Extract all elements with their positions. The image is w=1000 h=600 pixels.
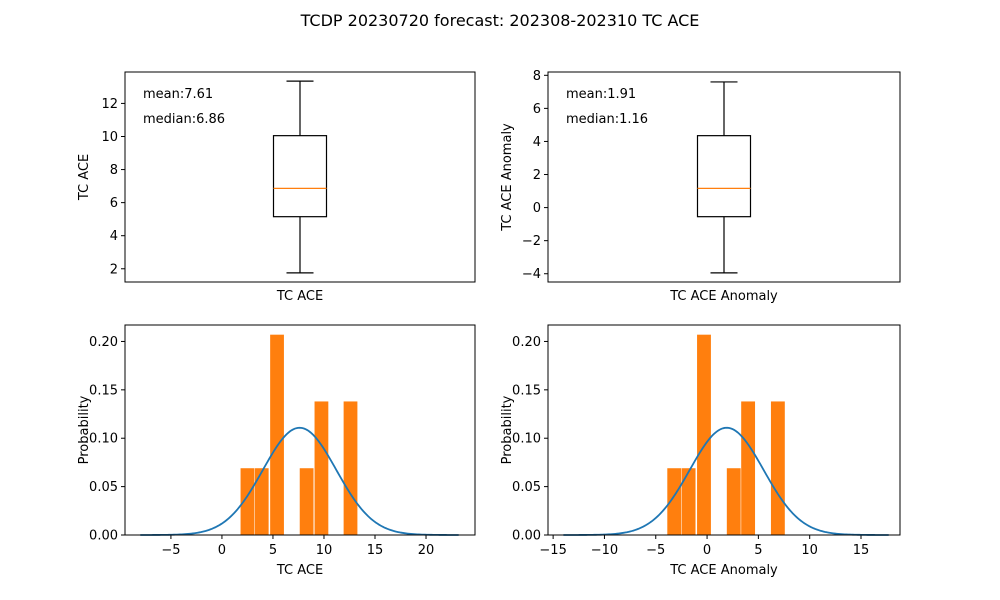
y-tick-label: −4 [522, 267, 541, 282]
y-axis-label: TC ACE [77, 154, 92, 201]
histogram-bar [343, 401, 358, 535]
y-tick-label: 0.10 [89, 432, 118, 447]
y-tick-label: 4 [110, 229, 118, 244]
y-tick-label: 0.15 [512, 383, 541, 398]
x-tick-label: 0 [703, 543, 711, 558]
x-axis-label: TC ACE [276, 563, 323, 578]
y-tick-label: 0 [533, 201, 541, 216]
y-tick-label: 0.00 [89, 529, 118, 544]
histogram-bar [667, 468, 682, 535]
histogram-bar [741, 401, 756, 535]
plot-frame [124, 71, 476, 283]
histogram-bar [270, 334, 284, 535]
y-tick-label: 2 [533, 168, 541, 183]
stat-annotation: median:6.86 [143, 112, 225, 127]
x-tick-label: 0 [218, 543, 226, 558]
normal-fit-curve [563, 426, 889, 536]
plot-frame [547, 324, 901, 536]
x-tick-label: 5 [269, 543, 277, 558]
box-iqr [272, 135, 328, 218]
x-axis-label: TC ACE [276, 289, 323, 304]
y-tick-label: 8 [110, 163, 118, 178]
panel-top-left: 2 4 6 8 10 12 TC ACE TC ACE mean:7.61 median:6.86 [77, 71, 476, 304]
x-tick-label: −5 [646, 543, 665, 558]
y-tick-label: 4 [533, 135, 541, 150]
histogram-bar [240, 468, 255, 535]
x-tick-label: 10 [316, 543, 333, 558]
histogram-bar [299, 468, 314, 535]
y-tick-label: 10 [101, 130, 118, 145]
plot-frame [124, 324, 476, 536]
panel-top-right: −4 −2 0 2 4 6 8 TC ACE Anomaly TC ACE Anomaly mea… [500, 69, 901, 304]
histogram-bar [697, 334, 711, 535]
y-tick-label: 0.05 [89, 480, 118, 495]
y-tick-label: 0.15 [89, 383, 118, 398]
y-tick-label: 0.05 [512, 480, 541, 495]
histogram-bar [314, 401, 329, 535]
x-tick-label: 15 [853, 543, 870, 558]
histogram-bar [726, 468, 741, 535]
y-tick-label: 2 [110, 262, 118, 277]
x-tick-label: −10 [591, 543, 618, 558]
figure-title: TCDP 20230720 forecast: 202308-202310 TC… [300, 11, 700, 30]
plot-frame [547, 71, 901, 283]
x-tick-label: −15 [539, 543, 566, 558]
x-tick-label: 15 [367, 543, 384, 558]
y-tick-label: 6 [110, 196, 118, 211]
x-tick-label: 5 [754, 543, 762, 558]
y-axis-label: Probability [77, 395, 92, 464]
histogram-bar [681, 468, 696, 535]
normal-fit-curve [140, 426, 459, 536]
x-axis-label: TC ACE Anomaly [669, 289, 778, 304]
panels: 2 4 6 8 10 12 TC ACE TC ACE mean:7.61 median:6.86… [77, 69, 901, 578]
y-tick-label: 6 [533, 102, 541, 117]
y-tick-label: 12 [101, 97, 118, 112]
panel-bottom-right: 0.00 0.05 0.10 0.15 0.20 Probability TC ACE An… [500, 324, 901, 578]
x-tick-label: 10 [801, 543, 818, 558]
box-iqr [696, 135, 752, 218]
stat-annotation: mean:7.61 [143, 87, 213, 102]
x-axis-label: TC ACE Anomaly [669, 563, 778, 578]
y-tick-label: 0.00 [512, 529, 541, 544]
y-tick-label: 8 [533, 69, 541, 84]
y-tick-label: 0.20 [512, 335, 541, 350]
panel-bottom-left: 0.00 0.05 0.10 0.15 0.20 Probability TC ACE −5 0… [77, 324, 476, 578]
y-axis-label: TC ACE Anomaly [500, 123, 515, 232]
y-tick-label: 0.10 [512, 432, 541, 447]
histogram-bar [254, 468, 269, 535]
stat-annotation: mean:1.91 [566, 87, 636, 102]
x-tick-label: −5 [161, 543, 180, 558]
y-axis-label: Probability [500, 395, 515, 464]
y-tick-label: 0.20 [89, 335, 118, 350]
stat-annotation: median:1.16 [566, 112, 648, 127]
histogram-bar [770, 401, 785, 535]
y-tick-label: −2 [522, 234, 541, 249]
x-tick-label: 20 [418, 543, 435, 558]
